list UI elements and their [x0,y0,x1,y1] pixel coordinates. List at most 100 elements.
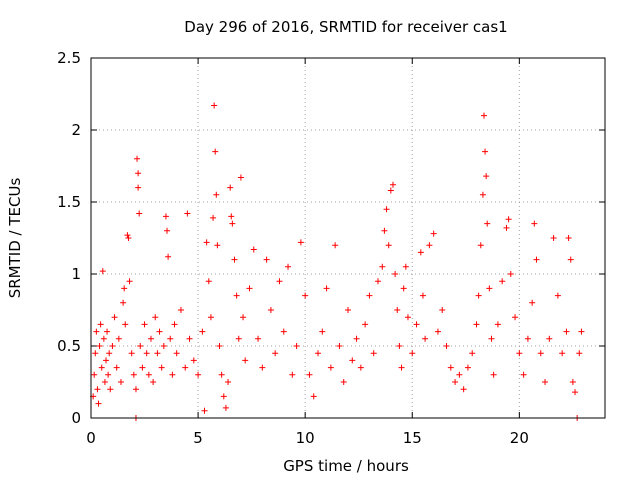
data-point [430,230,437,237]
data-point [99,268,106,275]
data-point [147,335,154,342]
data-point [362,321,369,328]
data-point [546,335,553,342]
data-point [210,214,217,221]
data-point [494,321,501,328]
data-point [93,328,100,335]
data-point [336,343,343,349]
data-point [91,371,98,378]
data-point [349,357,356,364]
data-point [207,314,214,321]
data-point [160,343,167,349]
data-point [413,321,420,328]
data-point [233,292,240,299]
data-point [135,170,142,177]
data-point [353,335,360,342]
data-point [381,227,388,234]
data-point [152,314,159,321]
data-point [94,386,101,393]
data-point [154,350,161,357]
data-point [452,379,459,385]
data-point [104,328,111,335]
data-point [323,285,330,292]
data-point [120,299,127,306]
data-point [102,357,109,364]
data-point [92,350,99,357]
data-point [145,371,152,378]
tick-labels: 0 5 10 15 20 0 0.5 1 1.5 2 2.5 [57,49,529,447]
data-point [255,335,262,342]
data-point [572,389,579,396]
data-point [228,213,235,220]
data-point [237,174,244,181]
data-point [190,357,197,364]
data-point [554,292,561,299]
data-point [383,206,390,213]
data-point [447,364,454,371]
data-point [460,386,467,393]
data-point [106,350,113,357]
data-point [482,148,489,155]
data-point [503,224,510,231]
data-point [121,285,128,292]
data-point [479,191,486,198]
data-point [186,335,193,342]
data-point [524,335,531,342]
data-point [550,235,557,241]
data-point [366,292,373,299]
data-point [387,187,394,194]
data-point [272,350,279,357]
data-point [567,256,574,263]
data-point [520,371,527,378]
data-point [569,379,576,385]
data-point [111,314,118,321]
data-point [475,292,482,299]
data-point [132,386,139,393]
data-point [315,350,322,357]
data-point [469,350,476,357]
data-point [213,191,220,198]
data-point [184,210,191,217]
data-point [164,227,171,234]
data-point [398,364,405,371]
data-point [216,343,223,349]
data-point [143,350,150,357]
data-point [214,242,221,249]
data-point [182,364,189,371]
y-tick-label: 1 [71,265,81,283]
data-point [227,184,234,191]
data-point [537,350,544,357]
data-point [97,321,104,328]
data-point [250,246,257,253]
data-point [130,371,137,378]
data-point [235,335,242,342]
data-point [101,379,108,385]
data-point [109,343,116,349]
data-point [100,335,107,342]
y-tick-label: 1.5 [57,193,81,211]
data-point [507,271,514,277]
data-point [137,343,144,349]
data-point [483,173,490,180]
data-point [357,364,364,371]
data-point [480,112,487,119]
grid [91,58,605,418]
data-point [516,350,523,357]
data-point [490,371,497,378]
data-point [169,371,176,378]
y-axis-label: SRMTID / TECUs [6,178,24,299]
data-point [173,350,180,357]
data-point [105,371,112,378]
data-point [246,285,253,292]
data-point [426,242,433,249]
data-point [135,184,142,191]
data-point [267,307,274,313]
data-point [456,371,463,378]
data-point [345,307,351,313]
data-point [201,407,208,414]
data-point [310,393,317,400]
data-point [126,278,133,285]
data-point [422,335,429,342]
data-point [95,400,102,407]
data-point [389,181,396,188]
